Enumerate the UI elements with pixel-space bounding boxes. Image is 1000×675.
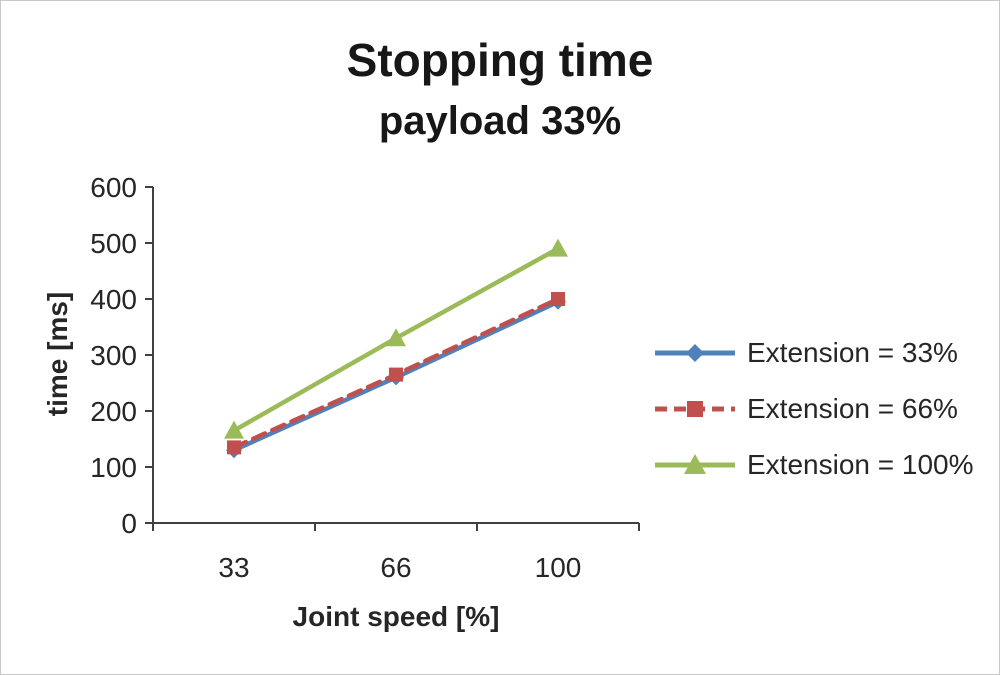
svg-text:500: 500 — [90, 228, 137, 259]
svg-text:600: 600 — [90, 172, 137, 203]
chart-title: Stopping time — [346, 34, 654, 86]
x-axis-title: Joint speed [%] — [292, 601, 500, 632]
legend-item: Extension = 100% — [653, 449, 974, 481]
svg-text:300: 300 — [90, 340, 137, 371]
legend-item: Extension = 66% — [653, 393, 974, 425]
legend: Extension = 33% Extension = 66% Extensio… — [653, 337, 974, 481]
legend-sample-line — [655, 454, 735, 474]
legend-label: Extension = 100% — [747, 449, 974, 480]
legend-label: Extension = 66% — [747, 393, 958, 424]
svg-text:400: 400 — [90, 284, 137, 315]
svg-text:0: 0 — [121, 508, 137, 539]
svg-text:66: 66 — [380, 552, 411, 583]
svg-text:33: 33 — [218, 552, 249, 583]
legend-sample-line — [655, 344, 735, 362]
legend-sample-line — [655, 401, 735, 417]
legend-item: Extension = 33% — [653, 337, 974, 369]
legend-label: Extension = 33% — [747, 337, 958, 368]
svg-text:100: 100 — [535, 552, 582, 583]
svg-text:200: 200 — [90, 396, 137, 427]
svg-text:100: 100 — [90, 452, 137, 483]
chart-subtitle: payload 33% — [378, 99, 622, 143]
